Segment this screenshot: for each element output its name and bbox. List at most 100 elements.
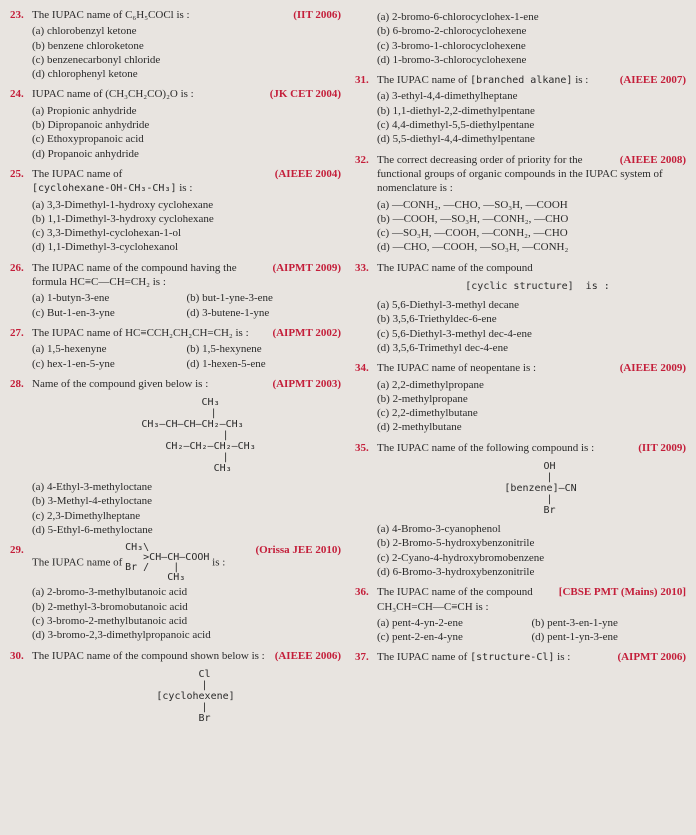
question-number: 26. bbox=[10, 261, 24, 275]
options: (a) 2,2-dimethylpropane(b) 2-methylpropa… bbox=[377, 378, 686, 435]
option-text: 4,4-dimethyl-5,5-diethylpentane bbox=[392, 119, 534, 131]
option: (a) —CONH₂, —CHO, —SO₃H, —COOH bbox=[377, 198, 686, 212]
option-label: (d) bbox=[32, 629, 48, 641]
inline-structure: CH₃\ >CH—CH—COOH Br / | CH₃ bbox=[125, 543, 209, 583]
option-label: (b) bbox=[377, 25, 393, 37]
option-text: 1,5-hexynene bbox=[202, 343, 262, 355]
exam-tag: (AIEEE 2007) bbox=[620, 73, 686, 87]
question-text: The IUPAC name of the following compound… bbox=[377, 442, 594, 454]
option-label: (a) bbox=[32, 199, 47, 211]
option-label: (b) bbox=[377, 537, 393, 549]
question-text: The IUPAC name of C₆H₅COCl is : bbox=[32, 9, 190, 21]
question-number: 32. bbox=[355, 153, 369, 167]
question-text: The IUPAC name of the compound bbox=[377, 262, 533, 274]
option-text: 6-Bromo-3-hydroxybenzonitrile bbox=[393, 566, 535, 578]
options: (a) 1-butyn-3-ene(b) but-1-yne-3-ene(c) … bbox=[32, 291, 341, 320]
option-label: (a) bbox=[32, 25, 47, 37]
question-line: (AIEEE 2006)The IUPAC name of the compou… bbox=[32, 649, 341, 663]
option-label: (b) bbox=[187, 292, 203, 304]
question-number: 30. bbox=[10, 649, 24, 663]
option-label: (d) bbox=[32, 241, 48, 253]
option-label: (c) bbox=[377, 407, 392, 419]
question: 36.[CBSE PMT (Mains) 2010]The IUPAC name… bbox=[355, 585, 686, 644]
option-label: (d) bbox=[187, 307, 203, 319]
question-line: (AIPMT 2003)Name of the compound given b… bbox=[32, 377, 341, 391]
option-label: (a) bbox=[377, 299, 392, 311]
option: (c) —SO₃H, —COOH, —CONH₂, —CHO bbox=[377, 226, 686, 240]
question-number: 37. bbox=[355, 650, 369, 664]
inline-structure: [structure-Cl] bbox=[470, 653, 554, 663]
option-label: (d) bbox=[377, 566, 393, 578]
question-text: The IUPAC name of the compound shown bel… bbox=[32, 650, 265, 662]
option-label: (a) bbox=[32, 343, 47, 355]
question-text: The IUPAC name of bbox=[32, 557, 125, 569]
question-line: (AIEEE 2009)The IUPAC name of neopentane… bbox=[377, 361, 686, 375]
post-text: is : bbox=[572, 74, 588, 86]
option-text: chlorophenyl ketone bbox=[48, 68, 138, 80]
option-text: 3-Methyl-4-ethyloctane bbox=[48, 495, 152, 507]
question: 34.(AIEEE 2009)The IUPAC name of neopent… bbox=[355, 361, 686, 434]
option-text: 4-Ethyl-3-methyloctane bbox=[47, 481, 152, 493]
question-line: (AIEEE 2008)The correct decreasing order… bbox=[377, 153, 686, 196]
question: 33.The IUPAC name of the compound [cycli… bbox=[355, 261, 686, 355]
option: (d) 3-bromo-2,3-dimethylpropanoic acid bbox=[32, 628, 341, 642]
question: 24.(JK CET 2004)IUPAC name of (CH₃CH₂CO)… bbox=[10, 87, 341, 160]
option-label: (a) bbox=[32, 481, 47, 493]
option: (c) hex-1-en-5-yne bbox=[32, 357, 187, 371]
option-text: 1-butyn-3-ene bbox=[47, 292, 109, 304]
question-number: 33. bbox=[355, 261, 369, 275]
exam-tag: (AIEEE 2009) bbox=[620, 361, 686, 375]
option-label: (b) bbox=[377, 393, 393, 405]
option: (b) 2-methylpropane bbox=[377, 392, 686, 406]
question-text: The IUPAC name of bbox=[32, 168, 122, 180]
option-text: 6-bromo-2-chlorocyclohexene bbox=[393, 25, 527, 37]
left-column: 23.(IIT 2006)The IUPAC name of C₆H₅COCl … bbox=[10, 8, 341, 730]
option-text: Ethoxypropanoic acid bbox=[47, 133, 144, 145]
exam-tag: (AIPMT 2003) bbox=[272, 377, 341, 391]
exam-tag: [CBSE PMT (Mains) 2010] bbox=[559, 585, 686, 599]
option-label: (b) bbox=[32, 495, 48, 507]
exam-tag: (AIEEE 2004) bbox=[275, 167, 341, 181]
inline-structure: [cyclohexane-OH-CH₃-CH₃] bbox=[32, 184, 177, 194]
option: (b) 1,1-diethyl-2,2-dimethylpentane bbox=[377, 104, 686, 118]
option: (a) 3,3-Dimethyl-1-hydroxy cyclohexane bbox=[32, 198, 341, 212]
option-label: (d) bbox=[377, 133, 393, 145]
option-text: 5,5-diethyl-4,4-dimethylpentane bbox=[393, 133, 535, 145]
option: (b) Dipropanoic anhydride bbox=[32, 118, 341, 132]
option-text: but-1-yne-3-ene bbox=[202, 292, 273, 304]
option-label: (a) bbox=[32, 586, 47, 598]
option: (b) 1,5-hexynene bbox=[187, 342, 342, 356]
option-text: 1,1-diethyl-2,2-dimethylpentane bbox=[393, 105, 535, 117]
question-line: The IUPAC name of the compound bbox=[377, 261, 686, 275]
question: (a) 2-bromo-6-chlorocyclohex-1-ene(b) 6-… bbox=[355, 10, 686, 67]
option: (d) 6-Bromo-3-hydroxybenzonitrile bbox=[377, 565, 686, 579]
option: (a) 2-bromo-6-chlorocyclohex-1-ene bbox=[377, 10, 686, 24]
option: (b) —COOH, —SO₃H, —CONH₂, —CHO bbox=[377, 212, 686, 226]
option-label: (b) bbox=[32, 601, 48, 613]
option: (c) Ethoxypropanoic acid bbox=[32, 132, 341, 146]
option: (d) 1,1-Dimethyl-3-cyclohexanol bbox=[32, 240, 341, 254]
question-number: 36. bbox=[355, 585, 369, 599]
option: (b) 3-Methyl-4-ethyloctane bbox=[32, 494, 341, 508]
option-text: 1,1-Dimethyl-3-hydroxy cyclohexane bbox=[48, 213, 214, 225]
question: 29.(Orissa JEE 2010)The IUPAC name of CH… bbox=[10, 543, 341, 642]
question: 35.(IIT 2009)The IUPAC name of the follo… bbox=[355, 441, 686, 579]
question: 30. (AIEEE 2006)The IUPAC name of the com… bbox=[10, 649, 341, 724]
option: (d) 3-butene-1-yne bbox=[187, 306, 342, 320]
option: (a) 3-ethyl-4,4-dimethylheptane bbox=[377, 89, 686, 103]
option-text: 2-Cyano-4-hydroxybromobenzene bbox=[392, 552, 544, 564]
option-text: —COOH, —SO₃H, —CONH₂, —CHO bbox=[393, 213, 569, 225]
option: (c) 5,6-Diethyl-3-methyl dec-4-ene bbox=[377, 327, 686, 341]
options: (a) 4-Ethyl-3-methyloctane(b) 3-Methyl-4… bbox=[32, 480, 341, 537]
option-text: 1,1-Dimethyl-3-cyclohexanol bbox=[48, 241, 178, 253]
question-line: (Orissa JEE 2010)The IUPAC name of CH₃\ … bbox=[32, 543, 341, 583]
option-label: (d) bbox=[32, 68, 48, 80]
options: (a) 4-Bromo-3-cyanophenol(b) 2-Bromo-5-h… bbox=[377, 522, 686, 579]
option-label: (c) bbox=[32, 307, 47, 319]
question: 32. (AIEEE 2008)The correct decreasing or… bbox=[355, 153, 686, 255]
option-text: 3,3-Dimethyl-cyclohexan-1-ol bbox=[47, 227, 181, 239]
option: (c) 4,4-dimethyl-5,5-diethylpentane bbox=[377, 118, 686, 132]
option-text: 2,2-dimethylpropane bbox=[392, 379, 484, 391]
question-number: 23. bbox=[10, 8, 24, 22]
option-label: (d) bbox=[187, 358, 203, 370]
